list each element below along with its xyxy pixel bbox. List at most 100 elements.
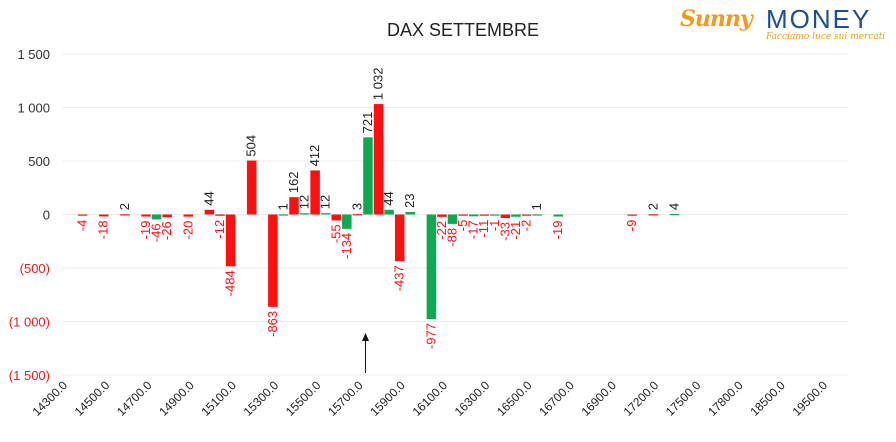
data-label-14550: 2 bbox=[117, 203, 132, 210]
bar-14650 bbox=[141, 214, 151, 217]
data-label-16200: -17 bbox=[466, 220, 481, 239]
x-tick-label: 15900.0 bbox=[367, 378, 408, 419]
bar-15450 bbox=[310, 170, 320, 215]
data-label-16300: -1 bbox=[487, 220, 502, 232]
data-label-15850: -437 bbox=[392, 265, 407, 291]
x-tick-label: 15300.0 bbox=[241, 378, 282, 419]
bar-15650 bbox=[352, 214, 363, 216]
data-label-15800: 44 bbox=[381, 191, 396, 205]
bar-15250 bbox=[268, 214, 278, 307]
data-label-16400: -21 bbox=[508, 221, 523, 240]
data-label-16450: -2 bbox=[519, 220, 534, 232]
bar-16450 bbox=[521, 214, 532, 216]
sunny-money-logo: Sunny MONEY Facciamo luce sui mercati bbox=[680, 4, 886, 42]
x-tick-label: 15100.0 bbox=[198, 378, 239, 419]
bar-15750 bbox=[373, 104, 384, 215]
bar-16300 bbox=[490, 214, 500, 216]
y-tick-label: (1 000) bbox=[9, 315, 50, 330]
bar-14450 bbox=[98, 214, 109, 217]
bar-15550 bbox=[331, 214, 341, 221]
logo-tagline: Facciamo luce sui mercati bbox=[766, 32, 886, 42]
bar-14750 bbox=[162, 214, 172, 218]
x-tick-label: 16900.0 bbox=[578, 378, 619, 419]
y-tick-label: 0 bbox=[43, 208, 50, 223]
bar-14700 bbox=[151, 214, 162, 220]
y-tick-label: (500) bbox=[20, 261, 50, 276]
data-label-17200: 2 bbox=[645, 203, 660, 210]
data-label-15750: 1 032 bbox=[371, 68, 386, 101]
bar-15900 bbox=[405, 212, 415, 215]
bar-14850 bbox=[183, 214, 194, 217]
bar-15300 bbox=[278, 214, 289, 216]
bar-15400 bbox=[299, 213, 310, 215]
data-label-16500: 1 bbox=[529, 203, 544, 210]
x-tick-label: 15500.0 bbox=[283, 378, 324, 419]
x-tick-label: 16500.0 bbox=[494, 378, 535, 419]
y-tick-label: (1 500) bbox=[9, 368, 50, 383]
x-tick-label: 18500.0 bbox=[747, 378, 788, 419]
x-tick-label: 16700.0 bbox=[536, 378, 577, 419]
x-tick-label: 16300.0 bbox=[452, 378, 493, 419]
x-tick-label: 14900.0 bbox=[156, 378, 197, 419]
x-tick-label: 14700.0 bbox=[114, 378, 155, 419]
data-label-17500: 4 bbox=[666, 203, 681, 210]
bar-15000 bbox=[215, 214, 225, 216]
data-labels: -4 -182-19-46-26 -2044-12-484504-863116212… bbox=[75, 68, 682, 350]
bar-14350 bbox=[77, 214, 88, 216]
bar-16950 bbox=[627, 214, 637, 216]
bar-15600 bbox=[342, 214, 352, 229]
x-tick-label: 15700.0 bbox=[325, 378, 366, 419]
x-tick-label: 17800.0 bbox=[705, 378, 746, 419]
bar-16350 bbox=[500, 214, 511, 219]
y-tick-label: 1 500 bbox=[17, 47, 50, 62]
logo-name: MONEY bbox=[766, 4, 872, 34]
y-tick-label: 500 bbox=[28, 154, 50, 169]
annotations bbox=[362, 333, 370, 373]
data-label-15550: -55 bbox=[328, 224, 343, 243]
x-tick-label: 17500.0 bbox=[663, 378, 704, 419]
x-axis-ticks: 14300.0 14500.0 14700.0 14900.0 15100.0 15300… bbox=[30, 378, 831, 419]
bar-16000 bbox=[426, 214, 437, 320]
bar-16050 bbox=[437, 214, 447, 217]
data-label-15650: 3 bbox=[349, 203, 364, 210]
data-label-15450: 412 bbox=[307, 145, 322, 167]
bar-17500 bbox=[669, 214, 680, 216]
y-tick-label: 1 000 bbox=[17, 101, 50, 116]
data-label-16950: -9 bbox=[624, 220, 639, 232]
data-label-16350: -33 bbox=[497, 222, 512, 241]
x-tick-label: 14500.0 bbox=[72, 378, 113, 419]
bar-16150 bbox=[458, 214, 468, 216]
bar-17200 bbox=[648, 214, 659, 216]
x-tick-label: 19500.0 bbox=[790, 378, 831, 419]
data-label-14350: -4 bbox=[75, 220, 90, 232]
bar-14550 bbox=[120, 214, 130, 216]
data-label-16150: -5 bbox=[455, 220, 470, 232]
data-label-16100: -88 bbox=[445, 228, 460, 247]
bar-15150 bbox=[246, 160, 257, 215]
bar-16500 bbox=[532, 214, 542, 216]
bar-14950 bbox=[204, 209, 215, 215]
data-label-14700: -46 bbox=[149, 223, 164, 242]
data-label-15400: 12 bbox=[297, 195, 312, 209]
arrow-head bbox=[362, 333, 370, 341]
data-label-14850: -20 bbox=[180, 221, 195, 240]
data-label-16050: -22 bbox=[434, 221, 449, 240]
data-label-16600: -19 bbox=[550, 221, 565, 240]
data-label-15050: -484 bbox=[223, 270, 238, 296]
x-tick-label: 17200.0 bbox=[621, 378, 662, 419]
bar-15700 bbox=[363, 137, 373, 215]
bar-15800 bbox=[384, 209, 394, 215]
bar-16400 bbox=[511, 214, 521, 217]
data-label-14650: -19 bbox=[138, 221, 153, 240]
logo-brand: Sunny bbox=[680, 6, 753, 32]
x-tick-label: 16100.0 bbox=[410, 378, 451, 419]
bar-16250 bbox=[479, 214, 489, 216]
data-label-15700: 721 bbox=[360, 112, 375, 134]
data-label-14450: -18 bbox=[96, 220, 111, 239]
bar-16100 bbox=[447, 214, 458, 224]
chart-title: DAX SETTEMBRE bbox=[387, 20, 539, 40]
bar-15050 bbox=[225, 214, 236, 267]
bar-15850 bbox=[394, 214, 405, 262]
bars bbox=[77, 104, 680, 320]
data-label-15500: 12 bbox=[318, 195, 333, 209]
